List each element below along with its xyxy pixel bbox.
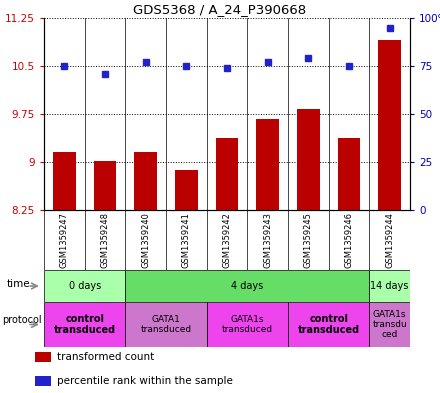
Text: GSM1359240: GSM1359240 [141, 212, 150, 268]
Bar [35, 352, 51, 362]
Bar [135, 152, 157, 210]
Text: GSM1359243: GSM1359243 [263, 212, 272, 268]
Bar [35, 376, 51, 386]
Bar [378, 40, 401, 210]
Bar [125, 302, 207, 347]
Text: transformed count: transformed count [57, 352, 154, 362]
Text: GDS5368 / A_24_P390668: GDS5368 / A_24_P390668 [133, 4, 307, 17]
Text: control
transduced: control transduced [54, 314, 116, 335]
Text: 0 days: 0 days [69, 281, 101, 291]
Bar [207, 302, 288, 347]
Text: GSM1359242: GSM1359242 [223, 212, 231, 268]
Text: protocol: protocol [2, 315, 42, 325]
Bar [44, 270, 125, 302]
Text: time: time [7, 279, 30, 289]
Bar [125, 270, 369, 302]
Text: GSM1359248: GSM1359248 [100, 212, 110, 268]
Bar [338, 138, 360, 210]
Text: GATA1s
transduced: GATA1s transduced [222, 315, 273, 334]
Bar [297, 109, 319, 210]
Text: percentile rank within the sample: percentile rank within the sample [57, 376, 233, 386]
Bar [369, 302, 410, 347]
Text: 4 days: 4 days [231, 281, 264, 291]
Bar [94, 161, 116, 210]
Bar [175, 170, 198, 210]
Text: GSM1359245: GSM1359245 [304, 212, 313, 268]
Text: 14 days: 14 days [370, 281, 409, 291]
Bar [288, 302, 369, 347]
Bar [369, 270, 410, 302]
Text: GATA1
transduced: GATA1 transduced [140, 315, 191, 334]
Text: control
transduced: control transduced [297, 314, 360, 335]
Bar [53, 152, 76, 210]
Bar [257, 119, 279, 210]
Bar [216, 138, 238, 210]
Bar [44, 302, 125, 347]
Text: GSM1359244: GSM1359244 [385, 212, 394, 268]
Text: GSM1359246: GSM1359246 [345, 212, 353, 268]
Text: GSM1359247: GSM1359247 [60, 212, 69, 268]
Text: GSM1359241: GSM1359241 [182, 212, 191, 268]
Text: GATA1s
transdu
ced: GATA1s transdu ced [372, 310, 407, 340]
